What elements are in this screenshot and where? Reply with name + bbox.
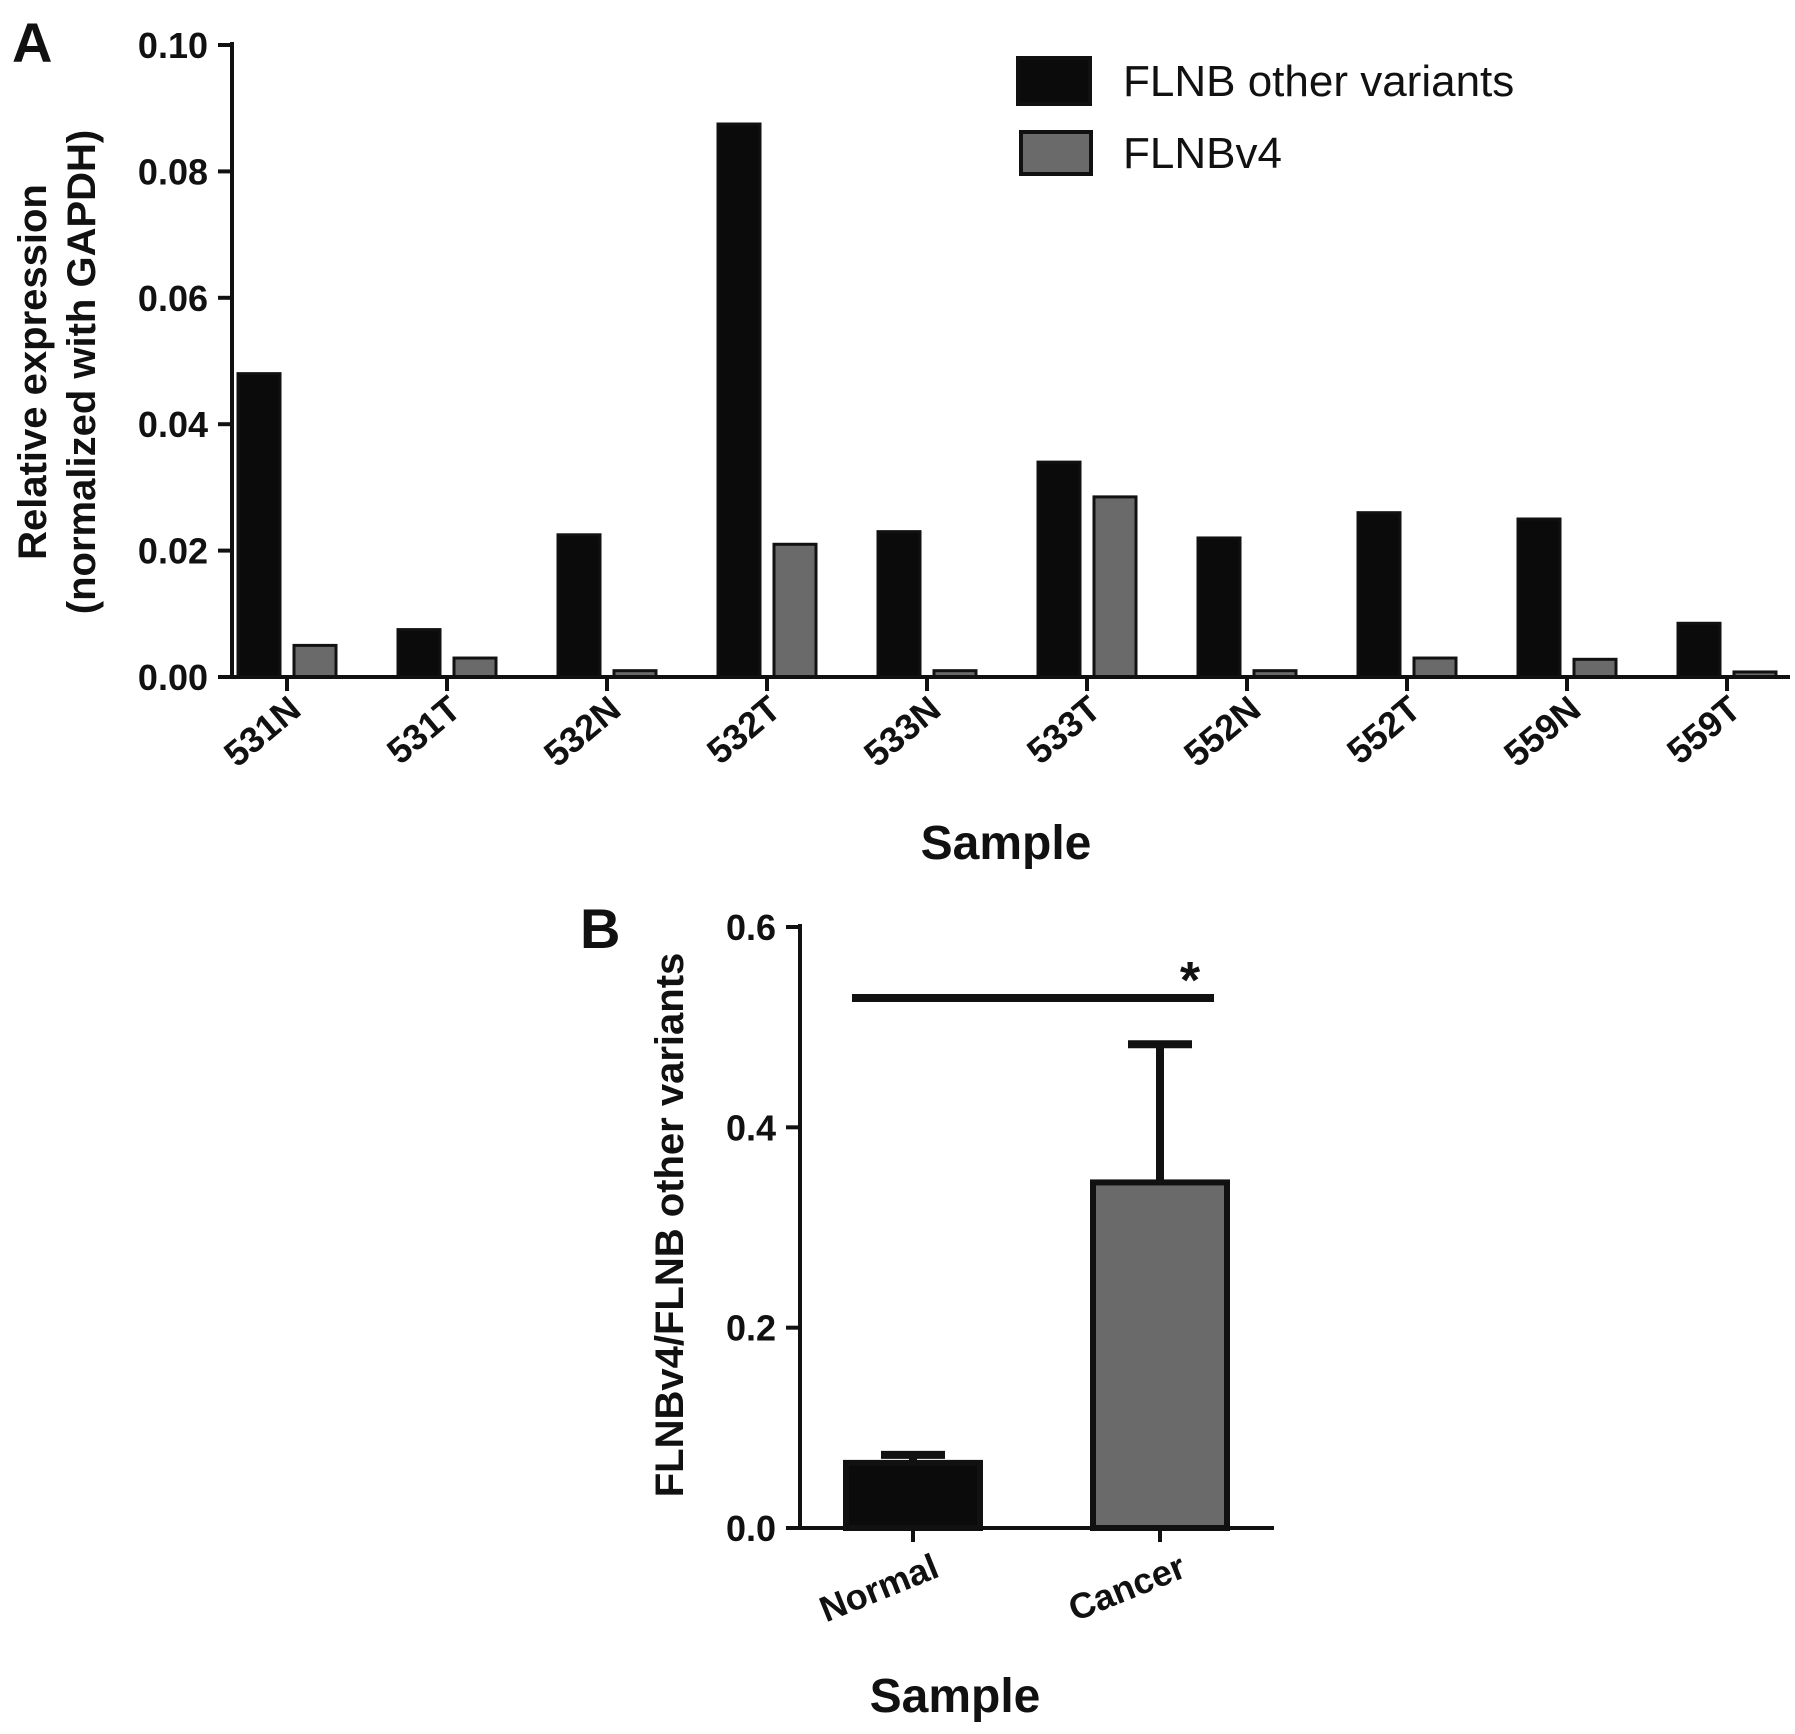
x-tick-label: 552N <box>1176 688 1268 775</box>
bar-flnb-other-533N <box>876 530 922 679</box>
x-tick-label: 532T <box>699 688 788 772</box>
legend-label-flnbv4: FLNBv4 <box>1123 129 1282 178</box>
y-tick-label: 0.08 <box>138 151 208 192</box>
x-tick-label: 532N <box>536 688 628 775</box>
legend-label-flnb-other: FLNB other variants <box>1123 57 1514 106</box>
x-tick-label: 531T <box>379 688 468 772</box>
panel-b-chart: B 0.0 0.2 0.4 0.6 Normal Cancer FLNBv4/FLNB … <box>580 897 1274 1723</box>
bar-flnb-other-532N <box>556 533 602 679</box>
panel-a-legend: FLNB other variants FLNBv4 <box>1016 56 1514 178</box>
panel-b-y-label: FLNBv4/FLNB other variants <box>648 953 692 1498</box>
significance-star: * <box>1180 952 1201 1010</box>
bar-flnb-other-559N <box>1516 517 1562 679</box>
panel-a-chart: A 0.000.020.040.060.080.10 531N 531T 532N 5… <box>11 11 1790 870</box>
panel-b-y-ticks: 0.0 0.2 0.4 0.6 <box>726 907 800 1549</box>
panel-a-letter: A <box>12 11 52 74</box>
legend-swatch-flnbv4 <box>1019 130 1093 176</box>
x-tick-label: 533T <box>1019 688 1108 772</box>
panel-a-x-ticks: 531N 531T 532N 532T 533N 533T 552N 552T 559N 559T <box>216 677 1748 774</box>
bar-flnbv4-559N <box>1572 657 1618 679</box>
panel-a-x-label: Sample <box>921 817 1092 870</box>
x-tick-label: 559N <box>1496 688 1588 775</box>
bar-flnb-other-531T <box>396 628 442 679</box>
panel-b-letter: B <box>580 897 620 960</box>
panel-a-bars <box>236 122 1778 679</box>
bar-cancer <box>1090 1179 1230 1532</box>
bar-flnbv4-552T <box>1412 656 1458 679</box>
bar-flnb-other-531N <box>236 372 282 679</box>
bar-flnbv4-532T <box>772 542 818 679</box>
x-tick-label: 531N <box>216 688 308 775</box>
bar-flnb-other-559T <box>1676 621 1722 679</box>
bar-flnbv4-531T <box>452 656 498 679</box>
panel-b-bars <box>843 1040 1230 1532</box>
y-tick-label: 0.04 <box>138 404 208 445</box>
panel-a-y-label-line2: (normalized with GAPDH) <box>60 130 104 614</box>
panel-a-y-label-line1: Relative expression <box>11 184 55 560</box>
y-tick-label: 0.00 <box>138 657 208 698</box>
y-tick-label: 0.06 <box>138 278 208 319</box>
y-tick-label: 0.4 <box>726 1107 776 1148</box>
bar-flnb-other-552N <box>1196 536 1242 679</box>
panel-b-x-label: Sample <box>870 1670 1041 1723</box>
y-tick-label: 0.0 <box>726 1508 776 1549</box>
legend-swatch-flnb-other <box>1016 56 1092 106</box>
y-tick-label: 0.10 <box>138 25 208 66</box>
x-tick-label: 533N <box>856 688 948 775</box>
x-tick-label: 559T <box>1659 688 1748 772</box>
y-tick-label: 0.02 <box>138 531 208 572</box>
bar-flnb-other-552T <box>1356 511 1402 679</box>
panel-a-y-ticks: 0.00 0.02 0.04 0.06 0.08 0.10 <box>138 25 232 698</box>
bar-flnb-other-532T <box>716 122 762 679</box>
x-tick-label: 552T <box>1339 688 1428 772</box>
panel-b-x-ticks: Normal Cancer <box>814 1528 1191 1630</box>
y-tick-label: 0.2 <box>726 1308 776 1349</box>
bar-flnbv4-531N <box>292 643 338 679</box>
x-tick-label-normal: Normal <box>814 1545 944 1629</box>
x-tick-label-cancer: Cancer <box>1062 1545 1191 1629</box>
bar-normal <box>843 1459 983 1532</box>
bar-flnbv4-533T <box>1092 495 1138 679</box>
bar-flnb-other-533T <box>1036 460 1082 679</box>
y-tick-label: 0.6 <box>726 907 776 948</box>
